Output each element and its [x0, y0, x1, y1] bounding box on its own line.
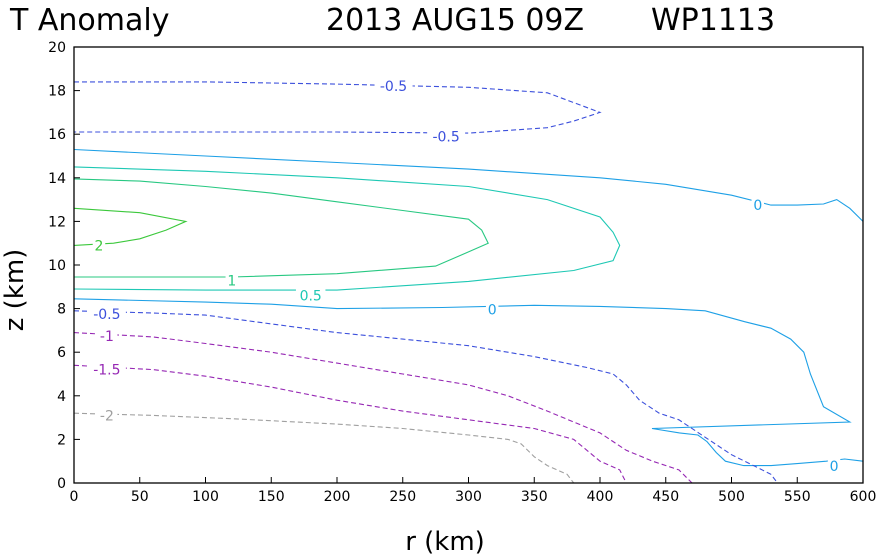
contour-labels-layer: -0.5 -0.5 0 0.5 1 2 0 0 -0.5 -1 -1.5 -2 [87, 77, 841, 475]
x-tick-label: 350 [521, 489, 548, 505]
contour-line [73, 310, 778, 484]
x-axis-label: r (km) [405, 527, 485, 557]
contour-label-background [427, 127, 466, 145]
contour-label-background [374, 77, 413, 95]
x-tick-label: 250 [389, 489, 416, 505]
x-tick-label: 100 [192, 489, 219, 505]
y-tick-label: 12 [48, 214, 66, 230]
x-axis-ticks: 0 50 100 150 200 250 300 350 400 450 500 550 600 [70, 477, 877, 505]
contour-label: 2 [95, 238, 104, 254]
y-tick-label: 20 [48, 40, 66, 56]
y-tick-label: 18 [48, 84, 66, 100]
contours-layer [73, 81, 864, 484]
contour-label-background [225, 271, 239, 289]
x-tick-label: 400 [587, 489, 614, 505]
x-tick-label: 0 [70, 489, 79, 505]
contour-label: -1.5 [93, 363, 120, 379]
y-tick-label: 2 [57, 432, 66, 448]
contour-line [73, 332, 693, 484]
contour-line [73, 178, 489, 278]
y-tick-label: 8 [57, 302, 66, 318]
y-tick-label: 10 [48, 258, 66, 274]
contour-line [73, 166, 621, 291]
x-tick-label: 150 [258, 489, 285, 505]
contour-line [73, 364, 627, 484]
y-axis-label: z (km) [0, 249, 30, 332]
x-tick-label: 450 [652, 489, 679, 505]
contour-line [73, 412, 575, 484]
contour-label: -0.5 [432, 129, 459, 145]
y-tick-label: 6 [57, 345, 66, 361]
y-axis-ticks: 0 2 4 6 8 10 12 14 16 18 20 [48, 40, 80, 492]
y-tick-label: 0 [57, 476, 66, 492]
contour-label-background [485, 300, 499, 318]
contour-label: 0 [830, 459, 839, 475]
contour-label: -2 [100, 408, 114, 424]
x-tick-label: 300 [455, 489, 482, 505]
contour-label-background [87, 305, 126, 323]
y-tick-label: 14 [48, 171, 66, 187]
contour-label-background [751, 196, 765, 214]
contour-label-background [92, 236, 106, 254]
contour-line [73, 148, 864, 222]
x-tick-label: 550 [784, 489, 811, 505]
contour-label: 0 [488, 303, 497, 319]
chart-title-right: WP1113 [651, 3, 775, 38]
x-tick-label: 600 [850, 489, 877, 505]
x-tick-label: 50 [131, 489, 149, 505]
contour-label: 0.5 [300, 289, 322, 305]
x-tick-label: 200 [324, 489, 351, 505]
x-tick-label: 500 [718, 489, 745, 505]
contour-label-background [96, 326, 118, 344]
chart-title-center: 2013 AUG15 09Z [326, 3, 584, 38]
y-tick-label: 16 [48, 127, 66, 143]
contour-line [73, 298, 864, 467]
contour-label-background [295, 286, 326, 304]
contour-label: 0 [753, 198, 762, 214]
contour-label-background [96, 406, 118, 424]
contour-label: 1 [227, 273, 236, 289]
contour-line [73, 207, 188, 246]
contour-line [74, 81, 602, 134]
contour-label: -1 [100, 329, 114, 345]
contour-label: -0.5 [93, 307, 120, 323]
contour-label-background [827, 456, 841, 474]
chart-title-left: T Anomaly [9, 3, 169, 38]
contour-label: -0.5 [380, 79, 407, 95]
contour-label-background [87, 360, 126, 378]
plot-frame [73, 46, 864, 484]
y-tick-label: 4 [57, 389, 66, 405]
